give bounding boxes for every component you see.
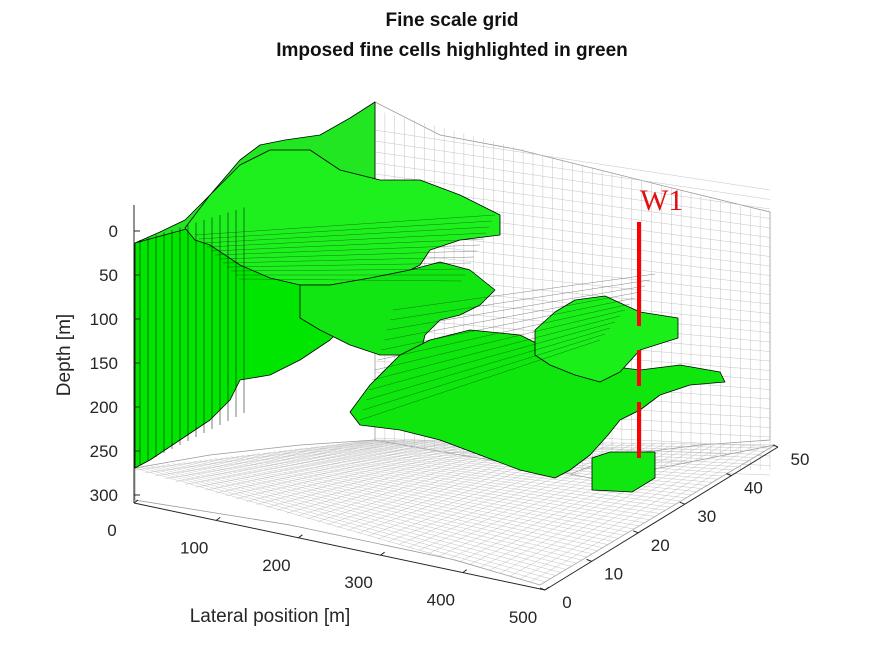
y-tick-label: 20 bbox=[651, 536, 670, 555]
lateral-tick-mark bbox=[298, 534, 303, 539]
depth-ticks: 0 50 100 150 200 250 300 bbox=[90, 222, 140, 505]
cell-grid-lines bbox=[139, 207, 656, 465]
lateral-ticks: 0 100 200 300 400 500 bbox=[107, 499, 550, 627]
lateral-tick-label: 500 bbox=[509, 608, 537, 627]
y-axis-line bbox=[544, 446, 779, 591]
depth-tick-label: 200 bbox=[90, 398, 118, 417]
y-tick-mark bbox=[633, 530, 639, 534]
y-tick-label: 30 bbox=[697, 507, 716, 526]
depth-tick-label: 150 bbox=[90, 354, 118, 373]
y-ticks: 0 10 20 30 40 50 bbox=[539, 444, 810, 612]
depth-tick-label: 0 bbox=[109, 222, 118, 241]
y-tick-label: 10 bbox=[604, 564, 623, 583]
chart-subtitle: Imposed fine cells highlighted in green bbox=[276, 40, 628, 61]
y-tick-label: 40 bbox=[744, 479, 763, 498]
green-middle-slab bbox=[299, 261, 496, 356]
floor-mesh-lines bbox=[134, 439, 776, 586]
highlighted-fine-cells bbox=[134, 101, 726, 493]
lateral-tick-label: 100 bbox=[180, 538, 208, 557]
lateral-tick-mark bbox=[215, 517, 221, 521]
axes bbox=[133, 205, 779, 591]
green-small-cube bbox=[591, 451, 656, 493]
y-tick-mark bbox=[679, 501, 685, 505]
green-right-block bbox=[534, 295, 679, 383]
depth-axis-label: Depth [m] bbox=[54, 314, 75, 396]
depth-tick-label: 100 bbox=[90, 310, 118, 329]
well-w1-label: W1 bbox=[640, 184, 683, 217]
y-tick-label: 50 bbox=[791, 450, 810, 469]
lateral-axis-label: Lateral position [m] bbox=[190, 606, 351, 627]
lateral-tick-mark bbox=[133, 499, 139, 504]
chart-title: Fine scale grid bbox=[385, 10, 518, 31]
lateral-axis-line bbox=[133, 502, 546, 591]
y-tick-mark bbox=[539, 587, 546, 591]
green-lower-slab bbox=[349, 329, 726, 479]
lateral-tick-mark bbox=[462, 569, 468, 573]
lateral-tick-label: 200 bbox=[262, 556, 290, 575]
depth-tick-label: 300 bbox=[90, 486, 118, 505]
lateral-tick-mark bbox=[380, 551, 385, 556]
lateral-tick-mark bbox=[544, 586, 550, 591]
y-tick-label: 0 bbox=[562, 593, 571, 612]
y-tick-mark bbox=[772, 444, 779, 448]
lateral-tick-label: 0 bbox=[107, 521, 116, 540]
depth-tick-label: 50 bbox=[99, 266, 118, 285]
y-tick-mark bbox=[726, 473, 732, 477]
depth-tick-label: 250 bbox=[90, 442, 118, 461]
y-tick-mark bbox=[586, 558, 592, 562]
lateral-tick-label: 400 bbox=[427, 591, 455, 610]
well-w1: W1 bbox=[637, 184, 683, 458]
lateral-tick-label: 300 bbox=[344, 573, 372, 592]
